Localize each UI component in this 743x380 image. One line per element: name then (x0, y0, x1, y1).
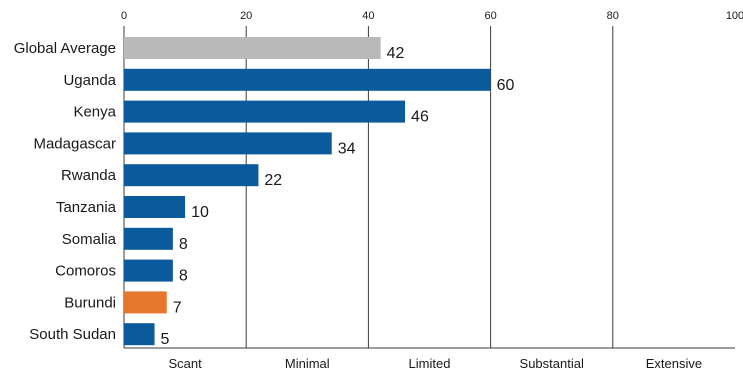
category-label: Uganda (63, 72, 116, 89)
x-tick-label: 60 (484, 10, 496, 22)
band-label: Minimal (285, 356, 330, 371)
value-label: 42 (387, 45, 405, 62)
value-label: 8 (179, 268, 188, 285)
value-label: 46 (411, 109, 429, 126)
value-label: 8 (179, 236, 188, 253)
x-tick-label: 20 (240, 10, 252, 22)
band-label: Scant (168, 356, 202, 371)
bar (124, 100, 406, 123)
bar (124, 132, 332, 155)
band-label: Limited (409, 356, 451, 371)
bar (124, 68, 491, 91)
value-label: 5 (161, 331, 170, 348)
bar (124, 227, 173, 250)
bar (124, 259, 173, 282)
category-label: Comoros (55, 263, 116, 280)
category-label: South Sudan (29, 326, 116, 343)
x-tick-label: 100 (726, 10, 743, 22)
value-label: 10 (191, 204, 209, 221)
band-label: Substantial (520, 356, 584, 371)
value-label: 22 (264, 172, 282, 189)
category-label: Madagascar (33, 135, 116, 152)
category-label: Tanzania (56, 199, 117, 216)
bar (124, 37, 381, 59)
category-label: Kenya (73, 104, 116, 121)
category-label: Burundi (64, 294, 116, 311)
band-label: Extensive (646, 356, 702, 371)
value-label: 60 (497, 77, 515, 94)
x-tick-label: 40 (362, 10, 374, 22)
value-label: 34 (338, 140, 356, 157)
category-label: Rwanda (61, 167, 117, 184)
bar (124, 164, 259, 187)
bar (124, 291, 167, 314)
x-tick-label: 80 (607, 10, 619, 22)
bar (124, 196, 186, 218)
category-label: Somalia (62, 231, 117, 248)
bar (124, 323, 155, 346)
x-tick-label: 0 (121, 10, 127, 22)
category-label: Global Average (14, 40, 116, 57)
value-label: 7 (173, 299, 182, 316)
